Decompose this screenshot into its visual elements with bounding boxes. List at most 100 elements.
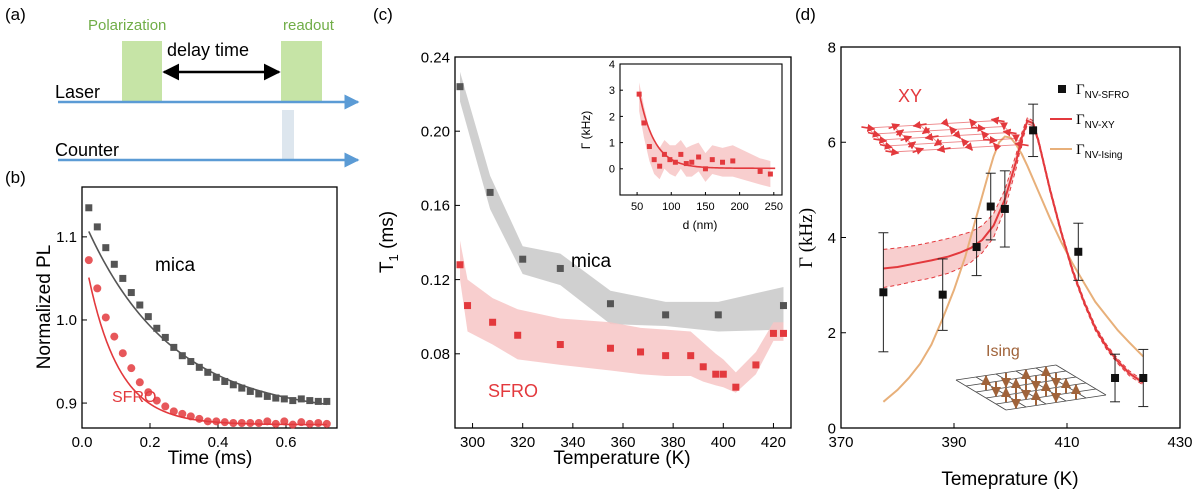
data-point-mica [779, 302, 787, 310]
b-y-axis-label: Normalized PL [34, 245, 55, 370]
data-point-sfro [178, 409, 187, 418]
legend-label-nv-ising-sub: NV-Ising [1085, 150, 1123, 161]
panel-d: (d) 370 390 410 430 0 2 4 6 8 XY Ising ΓNV-SFRO … [795, 5, 1193, 490]
y-tick-label: 2 [828, 325, 836, 342]
xy-spin-arrow [1002, 128, 1017, 137]
legend-label-nv-xy-sub: NV-XY [1085, 120, 1115, 131]
data-point-mica [229, 381, 237, 389]
x-tick-label: 100 [662, 201, 680, 213]
data-point-sfro [110, 332, 119, 341]
inset-data-point [661, 151, 667, 157]
xy-spin-arrow [1014, 140, 1029, 149]
y-tick-label: 0.12 [421, 272, 450, 289]
data-point-sfro [464, 302, 472, 310]
polarization-pulse [122, 41, 162, 101]
x-tick-label: 410 [1054, 434, 1079, 451]
xy-spin-arrow [968, 118, 978, 128]
xy-spin-arrow [885, 147, 900, 156]
y-tick-label: 0.9 [56, 395, 77, 412]
data-point-nv-sfro [1000, 204, 1009, 213]
data-point-mica [161, 333, 169, 341]
x-tick-label: 340 [560, 434, 585, 451]
xy-spin-arrow [867, 129, 881, 138]
data-point-mica [306, 397, 314, 405]
xy-grid-line [873, 126, 1005, 135]
data-point-sfro [280, 417, 289, 426]
ising-grid-line [975, 376, 1027, 408]
data-point-mica [136, 301, 144, 309]
data-point-nv-sfro [879, 288, 888, 297]
y-tick-label: 1.0 [56, 312, 77, 329]
legend-label-nv-sfro: ΓNV-SFRO [1076, 82, 1129, 101]
inset-x-axis-label: d (nm) [683, 218, 718, 232]
data-point-mica [714, 311, 722, 319]
data-point-sfro [662, 352, 670, 360]
y-tick-label: 4 [828, 230, 836, 247]
d-y-axis-label: Γ (kHz) [796, 208, 817, 268]
data-point-mica [195, 363, 203, 371]
error-band-mica [460, 71, 784, 332]
inset-data-point [757, 168, 763, 174]
counter-window [282, 110, 294, 160]
x-tick-label: 380 [661, 434, 686, 451]
c-mica-label: mica [571, 251, 612, 272]
data-point-nv-sfro [972, 243, 981, 252]
x-tick-label: 200 [730, 201, 748, 213]
inset-data-point [767, 171, 773, 177]
data-point-sfro [288, 420, 297, 429]
xy-band-lower [883, 123, 1144, 386]
data-point-sfro [152, 396, 161, 405]
data-point-sfro [456, 261, 464, 269]
d-x-axis-label: Temeprature (K) [941, 469, 1078, 490]
data-point-mica [204, 368, 212, 376]
xy-spin-arrow [992, 142, 1002, 152]
xy-grid-line [867, 120, 999, 129]
legend-marker-nv-sfro [1058, 85, 1066, 93]
xy-spin-arrow [990, 116, 1005, 125]
data-point-nv-sfro [1074, 247, 1083, 256]
data-point-sfro [322, 419, 331, 428]
xy-spin-arrow [980, 130, 990, 140]
inset-data-point [646, 144, 652, 150]
xy-spin-arrow [983, 135, 998, 144]
y-tick-label: 2 [609, 111, 615, 123]
data-point-sfro [687, 352, 695, 360]
c-x-axis-label: Temperature (K) [553, 448, 690, 469]
data-point-mica [272, 394, 280, 402]
inset-data-point [636, 91, 642, 97]
data-point-sfro [606, 344, 614, 352]
inset-data-point [657, 163, 663, 169]
data-point-sfro [712, 370, 720, 378]
panel-label-d: (d) [795, 5, 816, 24]
data-point-mica [519, 255, 527, 263]
data-point-sfro [305, 419, 314, 428]
xy-spin-arrow [861, 123, 876, 132]
c-y-axis-label-sub: 1 [386, 254, 401, 261]
data-point-sfro [263, 417, 272, 426]
c-y-axis-label: T1 (ms) [377, 211, 401, 273]
ising-grid-line [1015, 370, 1067, 402]
x-tick-label: 0.4 [208, 434, 229, 451]
readout-pulse [281, 41, 322, 101]
x-tick-label: 360 [610, 434, 635, 451]
data-point-mica [297, 395, 305, 403]
data-point-mica [187, 358, 195, 366]
data-point-sfro [699, 363, 707, 371]
mica-label: mica [155, 255, 196, 276]
legend-label-nv-xy: ΓNV-XY [1076, 112, 1115, 131]
data-point-mica [314, 397, 322, 405]
chart-b-frame [81, 186, 338, 429]
ising-label: Ising [986, 343, 1020, 360]
data-point-sfro [195, 414, 204, 423]
inset-data-point [672, 159, 678, 165]
y-tick-label: 0.20 [421, 123, 450, 140]
xy-spin-arrow [940, 118, 950, 127]
data-point-mica [170, 343, 178, 351]
y-tick-label: 1 [609, 137, 615, 149]
data-point-mica [110, 260, 118, 268]
data-point-sfro [254, 419, 263, 428]
panel-label-c: (c) [373, 5, 393, 24]
data-point-nv-sfro [1029, 126, 1038, 135]
legend: ΓNV-SFRO ΓNV-XY ΓNV-Ising [1050, 82, 1129, 161]
x-tick-label: 0.2 [140, 434, 161, 451]
